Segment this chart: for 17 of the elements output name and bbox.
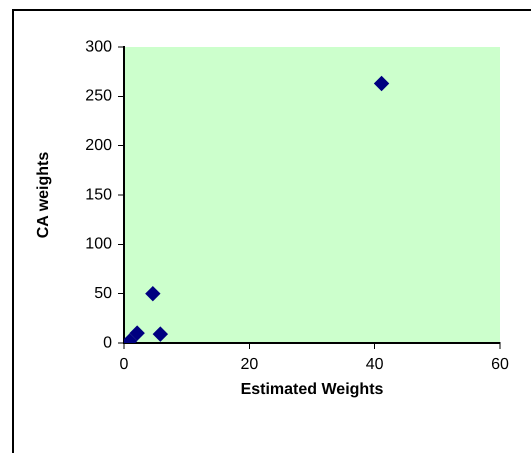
x-tick-label: 0: [120, 356, 129, 374]
point: [374, 76, 390, 92]
y-tick-label: 0: [103, 334, 112, 352]
point: [145, 286, 160, 302]
x-tick-label: 60: [491, 356, 509, 374]
point: [152, 326, 168, 342]
x-tick-label: 20: [240, 356, 258, 374]
y-tick-label: 250: [85, 88, 112, 105]
y-tick-label: 300: [85, 38, 112, 56]
x-axis-title: Estimated Weights: [240, 380, 384, 398]
y-tick-label: 50: [94, 285, 112, 302]
y-tick-label: 150: [85, 186, 112, 204]
y-tick-label: 100: [85, 236, 112, 253]
y-axis-title: CA weights: [35, 152, 52, 238]
x-tick-label: 40: [366, 356, 384, 374]
point: [130, 326, 145, 341]
y-tick-label: 200: [85, 137, 112, 154]
